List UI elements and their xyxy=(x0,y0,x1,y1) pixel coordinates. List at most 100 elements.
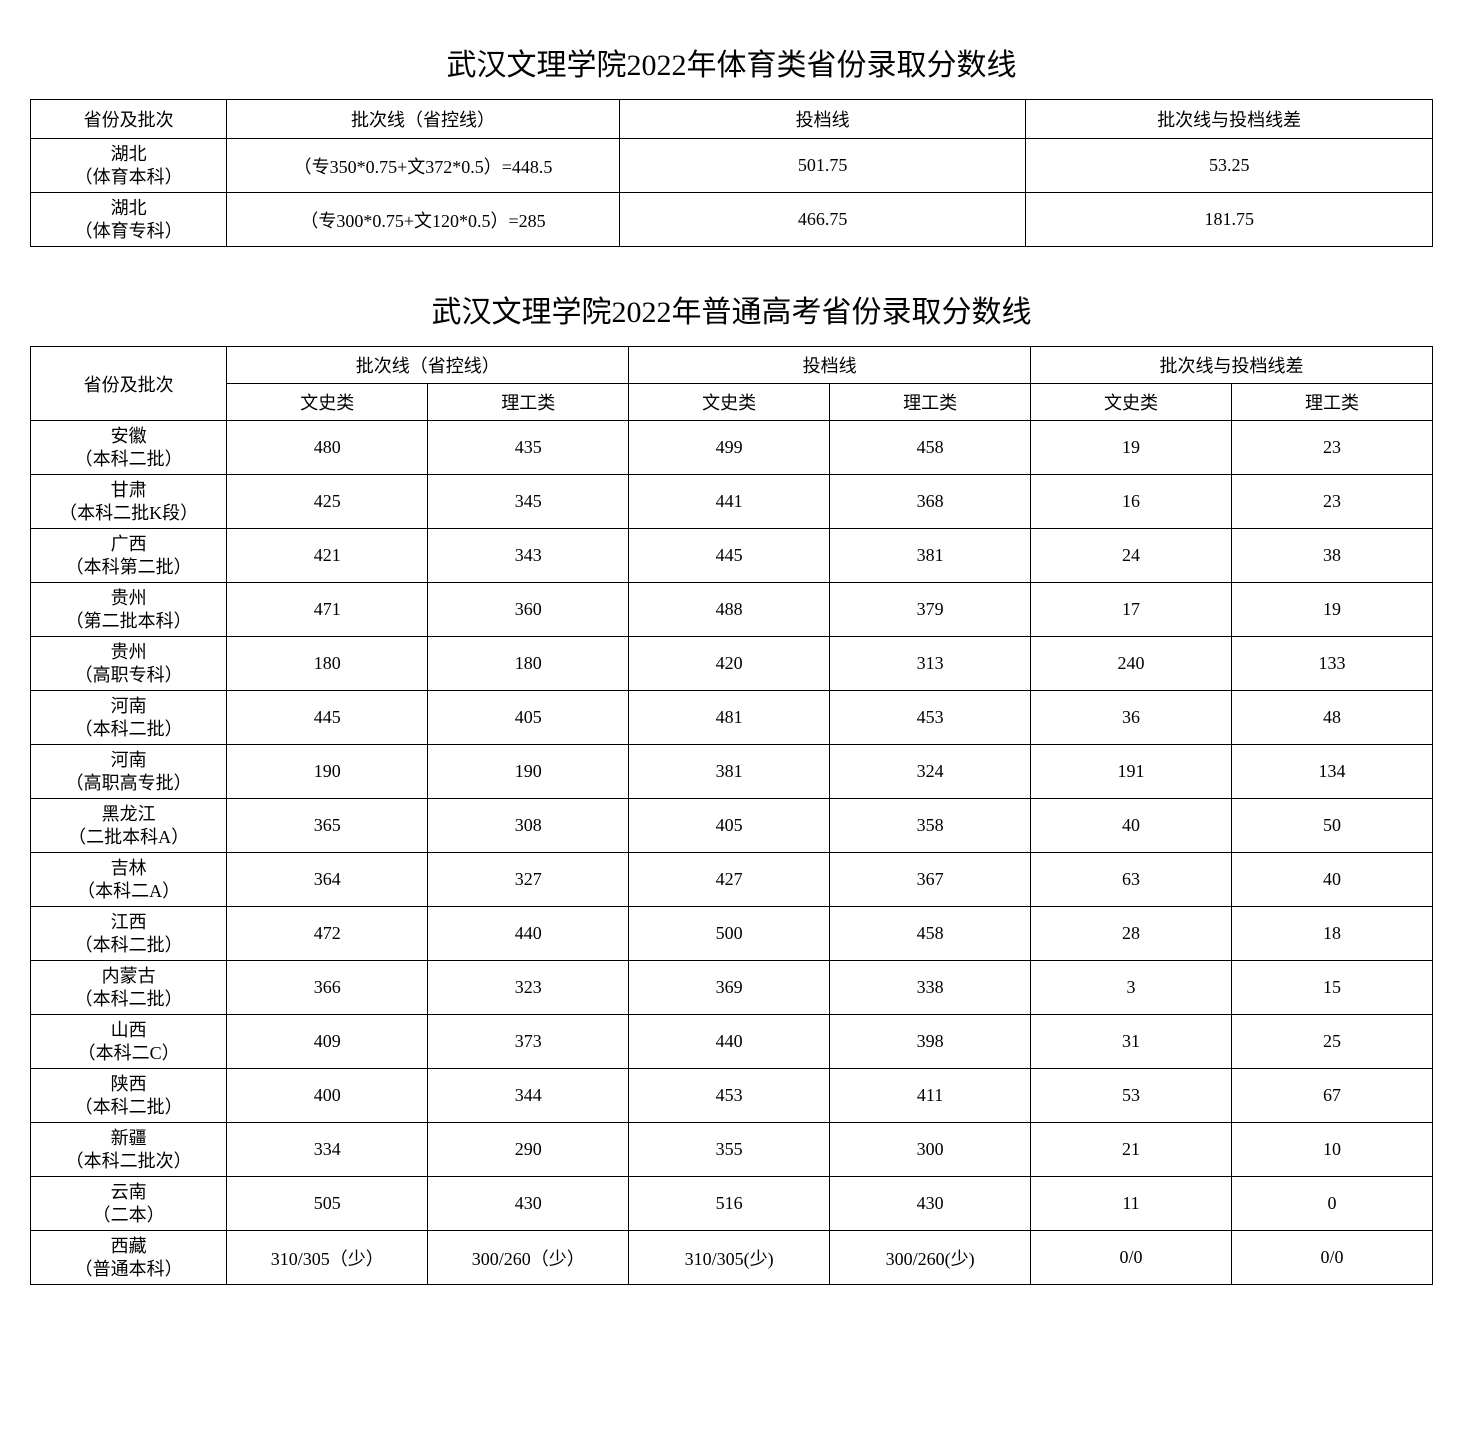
table-row: 安徽（本科二批）4804354994581923 xyxy=(31,421,1433,475)
t2-h-bw: 文史类 xyxy=(227,384,428,421)
cell-bl: 180 xyxy=(428,637,629,691)
t2-h-tw: 文史类 xyxy=(629,384,830,421)
cell-dw: 53 xyxy=(1031,1069,1232,1123)
cell-provbatch: 河南（高职高专批） xyxy=(31,745,227,799)
cell-dl: 10 xyxy=(1231,1123,1432,1177)
cell-provbatch: 贵州（第二批本科） xyxy=(31,583,227,637)
cell-tw: 481 xyxy=(629,691,830,745)
cell-dl: 15 xyxy=(1231,961,1432,1015)
cell-bw: 409 xyxy=(227,1015,428,1069)
cell-bw: 190 xyxy=(227,745,428,799)
cell-bw: 365 xyxy=(227,799,428,853)
cell-tw: 310/305(少) xyxy=(629,1231,830,1285)
cell-tl: 300/260(少) xyxy=(830,1231,1031,1285)
cell-batchline: （专350*0.75+文372*0.5）=448.5 xyxy=(227,139,620,193)
table-row: 江西（本科二批）4724405004582818 xyxy=(31,907,1433,961)
cell-bw: 400 xyxy=(227,1069,428,1123)
cell-dl: 0/0 xyxy=(1231,1231,1432,1285)
cell-tl: 367 xyxy=(830,853,1031,907)
cell-bl: 360 xyxy=(428,583,629,637)
t2-h-toudang: 投档线 xyxy=(629,347,1031,384)
cell-toudang: 501.75 xyxy=(619,139,1026,193)
cell-tl: 458 xyxy=(830,907,1031,961)
cell-tw: 427 xyxy=(629,853,830,907)
cell-provbatch: 河南（本科二批） xyxy=(31,691,227,745)
cell-provbatch: 陕西（本科二批） xyxy=(31,1069,227,1123)
t2-h-tl: 理工类 xyxy=(830,384,1031,421)
cell-dw: 21 xyxy=(1031,1123,1232,1177)
table-row: 河南（本科二批）4454054814533648 xyxy=(31,691,1433,745)
table-row: 新疆（本科二批次）3342903553002110 xyxy=(31,1123,1433,1177)
cell-bw: 180 xyxy=(227,637,428,691)
t2-body: 安徽（本科二批）4804354994581923甘肃（本科二批K段）425345… xyxy=(31,421,1433,1285)
cell-dw: 11 xyxy=(1031,1177,1232,1231)
cell-tl: 313 xyxy=(830,637,1031,691)
cell-dl: 50 xyxy=(1231,799,1432,853)
cell-tw: 381 xyxy=(629,745,830,799)
cell-dw: 191 xyxy=(1031,745,1232,799)
cell-tl: 398 xyxy=(830,1015,1031,1069)
t1-body: 湖北（体育本科）（专350*0.75+文372*0.5）=448.5501.75… xyxy=(31,139,1433,247)
cell-tw: 420 xyxy=(629,637,830,691)
table-row: 黑龙江（二批本科A）3653084053584050 xyxy=(31,799,1433,853)
table-row: 西藏（普通本科）310/305（少）300/260（少）310/305(少)30… xyxy=(31,1231,1433,1285)
t2-header-row1: 省份及批次 批次线（省控线） 投档线 批次线与投档线差 xyxy=(31,347,1433,384)
cell-dw: 31 xyxy=(1031,1015,1232,1069)
cell-bw: 425 xyxy=(227,475,428,529)
cell-bl: 373 xyxy=(428,1015,629,1069)
cell-tl: 411 xyxy=(830,1069,1031,1123)
t1-header-row: 省份及批次 批次线（省控线） 投档线 批次线与投档线差 xyxy=(31,100,1433,139)
cell-provbatch: 内蒙古（本科二批） xyxy=(31,961,227,1015)
cell-tw: 369 xyxy=(629,961,830,1015)
cell-bl: 430 xyxy=(428,1177,629,1231)
cell-bl: 308 xyxy=(428,799,629,853)
cell-provbatch: 贵州（高职专科） xyxy=(31,637,227,691)
cell-bw: 310/305（少） xyxy=(227,1231,428,1285)
section1-title: 武汉文理学院2022年体育类省份录取分数线 xyxy=(30,40,1433,84)
table-row: 内蒙古（本科二批）366323369338315 xyxy=(31,961,1433,1015)
cell-provbatch: 黑龙江（二批本科A） xyxy=(31,799,227,853)
cell-tl: 458 xyxy=(830,421,1031,475)
cell-bw: 472 xyxy=(227,907,428,961)
cell-bw: 445 xyxy=(227,691,428,745)
cell-tl: 324 xyxy=(830,745,1031,799)
cell-bw: 364 xyxy=(227,853,428,907)
cell-dw: 63 xyxy=(1031,853,1232,907)
t2-h-dw: 文史类 xyxy=(1031,384,1232,421)
general-table: 省份及批次 批次线（省控线） 投档线 批次线与投档线差 文史类 理工类 文史类 … xyxy=(30,346,1433,1285)
table-row: 甘肃（本科二批K段）4253454413681623 xyxy=(31,475,1433,529)
cell-dw: 16 xyxy=(1031,475,1232,529)
table-row: 吉林（本科二A）3643274273676340 xyxy=(31,853,1433,907)
cell-bw: 366 xyxy=(227,961,428,1015)
cell-dw: 3 xyxy=(1031,961,1232,1015)
cell-tw: 355 xyxy=(629,1123,830,1177)
cell-provbatch: 吉林（本科二A） xyxy=(31,853,227,907)
cell-bl: 345 xyxy=(428,475,629,529)
cell-tw: 453 xyxy=(629,1069,830,1123)
t2-h-diff: 批次线与投档线差 xyxy=(1031,347,1433,384)
sports-table: 省份及批次 批次线（省控线） 投档线 批次线与投档线差 湖北（体育本科）（专35… xyxy=(30,99,1433,247)
cell-toudang: 466.75 xyxy=(619,193,1026,247)
cell-diff: 181.75 xyxy=(1026,193,1433,247)
cell-bw: 471 xyxy=(227,583,428,637)
table-row: 云南（二本）505430516430110 xyxy=(31,1177,1433,1231)
cell-dw: 36 xyxy=(1031,691,1232,745)
cell-tw: 488 xyxy=(629,583,830,637)
cell-bl: 323 xyxy=(428,961,629,1015)
cell-dl: 19 xyxy=(1231,583,1432,637)
cell-dw: 40 xyxy=(1031,799,1232,853)
cell-dl: 134 xyxy=(1231,745,1432,799)
cell-tl: 381 xyxy=(830,529,1031,583)
table-row: 山西（本科二C）4093734403983125 xyxy=(31,1015,1433,1069)
cell-tl: 453 xyxy=(830,691,1031,745)
cell-provbatch: 山西（本科二C） xyxy=(31,1015,227,1069)
cell-dl: 25 xyxy=(1231,1015,1432,1069)
cell-provbatch: 江西（本科二批） xyxy=(31,907,227,961)
table-row: 广西（本科第二批）4213434453812438 xyxy=(31,529,1433,583)
cell-tw: 441 xyxy=(629,475,830,529)
table-row: 河南（高职高专批）190190381324191134 xyxy=(31,745,1433,799)
cell-bl: 327 xyxy=(428,853,629,907)
cell-bl: 290 xyxy=(428,1123,629,1177)
cell-bw: 334 xyxy=(227,1123,428,1177)
cell-tl: 300 xyxy=(830,1123,1031,1177)
